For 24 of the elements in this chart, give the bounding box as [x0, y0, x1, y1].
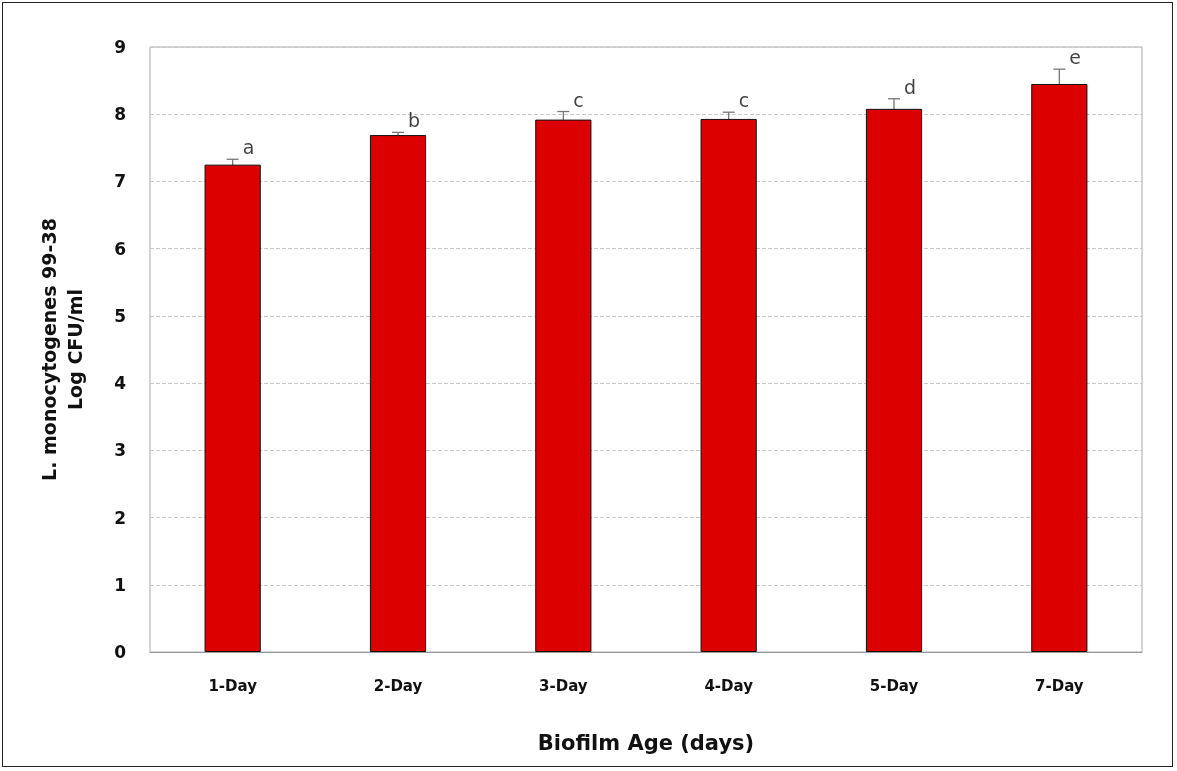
y-tick-label: 8 [114, 104, 126, 125]
y-tick-label: 6 [114, 238, 126, 259]
annotation: b [408, 109, 421, 132]
x-tick-label: 4-Day [704, 676, 754, 695]
x-axis-title: Biofilm Age (days) [537, 730, 755, 755]
y-tick-label: 9 [114, 37, 126, 57]
y-tick-label: 2 [114, 507, 126, 528]
x-tick-label: 5-Day [869, 676, 919, 695]
y-tick-label: 4 [114, 373, 127, 394]
annotation: c [573, 88, 584, 111]
x-tick-label: 1-Day [208, 676, 258, 695]
x-tick-label: 3-Day [539, 676, 588, 695]
y-tick-label: 1 [114, 574, 126, 595]
x-tick-label: 2-Day [373, 676, 423, 695]
y-tick-label: 7 [114, 171, 126, 192]
y-tick-label: 0 [114, 642, 127, 662]
annotation: d [904, 75, 917, 98]
y-tick-label: 5 [114, 305, 126, 326]
y-tick-label: 3 [114, 440, 126, 461]
annotation: c [738, 89, 750, 112]
annotation: e [1069, 46, 1082, 69]
x-tick-label: 7-Day [1035, 676, 1084, 695]
y-axis-title: L. monocytogenes 99-38 Log CFU/ml [38, 218, 86, 481]
annotation: a [242, 136, 255, 159]
